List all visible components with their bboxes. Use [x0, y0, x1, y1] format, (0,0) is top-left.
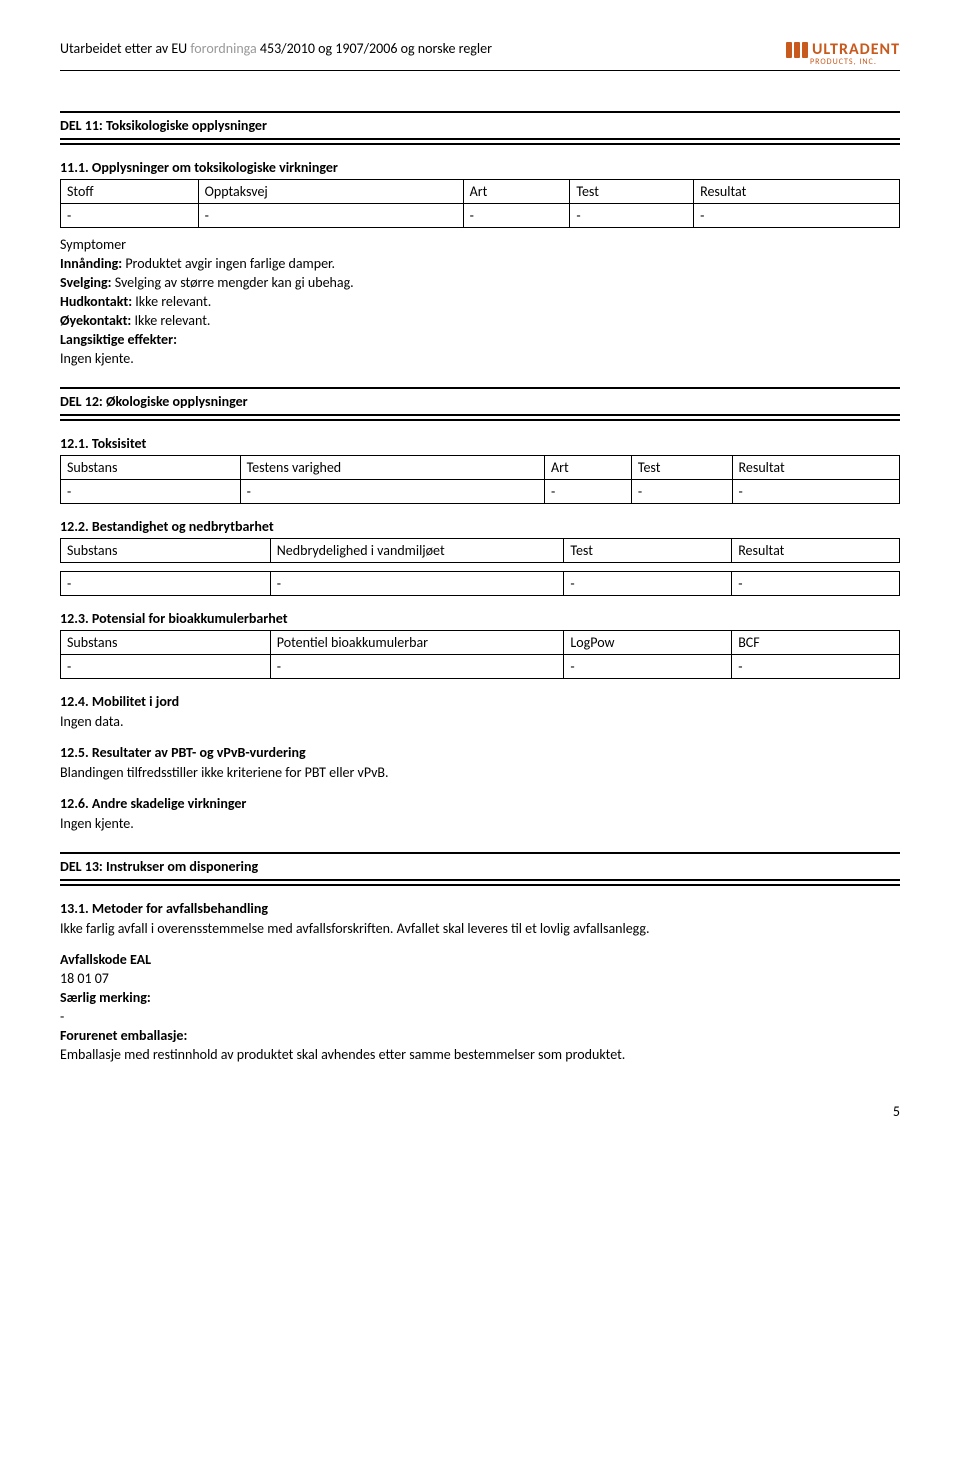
td: -	[463, 204, 570, 228]
table-row: - - - -	[61, 572, 900, 596]
header-prefix: Utarbeidet etter av EU	[60, 40, 190, 57]
th: Potentiel bioakkumulerbar	[270, 631, 564, 655]
td: -	[61, 480, 241, 504]
td: -	[545, 480, 632, 504]
th: Substans	[61, 631, 271, 655]
table-12-3: Substans Potentiel bioakkumulerbar LogPo…	[60, 630, 900, 679]
th: Opptaksvej	[198, 180, 463, 204]
td: -	[732, 572, 900, 596]
table-header-row: Substans Nedbrydelighed i vandmiljøet Te…	[61, 539, 900, 563]
marking-value: -	[60, 1008, 900, 1025]
td: -	[564, 655, 732, 679]
longterm-text: Ingen kjente.	[60, 350, 900, 367]
text: Produktet avgir ingen farlige damper.	[122, 255, 335, 272]
td: -	[270, 655, 564, 679]
table-row: - - - - -	[61, 204, 900, 228]
label: Øyekontakt:	[60, 312, 131, 329]
subheading-12-5: 12.5. Resultater av PBT- og vPvB-vurderi…	[60, 744, 900, 761]
text: Svelging av større mengder kan gi ubehag…	[112, 274, 354, 291]
table-header-row: Substans Testens varighed Art Test Resul…	[61, 456, 900, 480]
th: Resultat	[732, 539, 900, 563]
td: -	[61, 204, 199, 228]
th: Art	[545, 456, 632, 480]
th: BCF	[732, 631, 900, 655]
header-suffix: 453/2010 og 1907/2006 og norske regler	[257, 40, 492, 57]
symptom-inhale: Innånding: Produktet avgir ingen farlige…	[60, 255, 900, 272]
td: -	[61, 655, 271, 679]
td: -	[61, 572, 271, 596]
subheading-12-2: 12.2. Bestandighet og nedbrytbarhet	[60, 518, 900, 535]
table-header-row: Stoff Opptaksvej Art Test Resultat	[61, 180, 900, 204]
th: Stoff	[61, 180, 199, 204]
section-12-title: DEL 12: Økologiske opplysninger	[60, 387, 900, 416]
label: Svelging:	[60, 274, 112, 291]
symptom-skin: Hudkontakt: Ikke relevant.	[60, 293, 900, 310]
section-rule	[60, 419, 900, 421]
page-header: Utarbeidet etter av EU forordninga 453/2…	[60, 40, 900, 71]
td: -	[198, 204, 463, 228]
td: -	[570, 204, 694, 228]
td: -	[732, 480, 899, 504]
symptoms-label: Symptomer	[60, 236, 900, 253]
subheading-12-6: 12.6. Andre skadelige virkninger	[60, 795, 900, 812]
text: Ikke relevant.	[132, 293, 211, 310]
table-12-2-body: - - - -	[60, 571, 900, 596]
section-13-title: DEL 13: Instrukser om disponering	[60, 852, 900, 881]
section-11-title: DEL 11: Toksikologiske opplysninger	[60, 111, 900, 140]
logo: ULTRADENT PRODUCTS, INC.	[786, 40, 900, 67]
symptom-eye: Øyekontakt: Ikke relevant.	[60, 312, 900, 329]
table-row: - - - -	[61, 655, 900, 679]
table-row: - - - - -	[61, 480, 900, 504]
th: Nedbrydelighed i vandmiljøet	[270, 539, 564, 563]
section-rule	[60, 143, 900, 145]
subheading-12-3: 12.3. Potensial for bioakkumulerbarhet	[60, 610, 900, 627]
td: -	[240, 480, 544, 504]
text: Ikke relevant.	[131, 312, 210, 329]
td: -	[631, 480, 732, 504]
label: Innånding:	[60, 255, 122, 272]
td: -	[694, 204, 900, 228]
header-text: Utarbeidet etter av EU forordninga 453/2…	[60, 40, 492, 57]
th: Resultat	[694, 180, 900, 204]
th: Resultat	[732, 456, 899, 480]
td: -	[564, 572, 732, 596]
subheading-11-1: 11.1. Opplysninger om toksikologiske vir…	[60, 159, 900, 176]
th: Substans	[61, 456, 241, 480]
subheading-12-4: 12.4. Mobilitet i jord	[60, 693, 900, 710]
th: Test	[564, 539, 732, 563]
text-12-6: Ingen kjente.	[60, 815, 900, 832]
text-13-1: Ikke farlig avfall i overensstemmelse me…	[60, 920, 900, 937]
eal-value: 18 01 07	[60, 970, 900, 987]
th: Art	[463, 180, 570, 204]
subheading-13-1: 13.1. Metoder for avfallsbehandling	[60, 900, 900, 917]
td: -	[732, 655, 900, 679]
eal-label: Avfallskode EAL	[60, 951, 900, 968]
td: -	[270, 572, 564, 596]
symptom-swallow: Svelging: Svelging av større mengder kan…	[60, 274, 900, 291]
section-rule	[60, 884, 900, 886]
logo-bars-icon	[786, 42, 808, 58]
page-number: 5	[60, 1103, 900, 1120]
text-12-5: Blandingen tilfredsstiller ikke kriterie…	[60, 764, 900, 781]
subheading-12-1: 12.1. Toksisitet	[60, 435, 900, 452]
th: LogPow	[564, 631, 732, 655]
th: Test	[570, 180, 694, 204]
label: Hudkontakt:	[60, 293, 132, 310]
packaging-label: Forurenet emballasje:	[60, 1027, 900, 1044]
packaging-text: Emballasje med restinnhold av produktet …	[60, 1046, 900, 1063]
header-grey: forordninga	[190, 40, 256, 57]
table-11-1: Stoff Opptaksvej Art Test Resultat - - -…	[60, 179, 900, 228]
th: Substans	[61, 539, 271, 563]
logo-subtext: PRODUCTS, INC.	[810, 57, 877, 67]
th: Testens varighed	[240, 456, 544, 480]
longterm-label: Langsiktige effekter:	[60, 331, 900, 348]
table-12-2: Substans Nedbrydelighed i vandmiljøet Te…	[60, 538, 900, 563]
table-12-1: Substans Testens varighed Art Test Resul…	[60, 455, 900, 504]
th: Test	[631, 456, 732, 480]
marking-label: Særlig merking:	[60, 989, 900, 1006]
table-header-row: Substans Potentiel bioakkumulerbar LogPo…	[61, 631, 900, 655]
text-12-4: Ingen data.	[60, 713, 900, 730]
